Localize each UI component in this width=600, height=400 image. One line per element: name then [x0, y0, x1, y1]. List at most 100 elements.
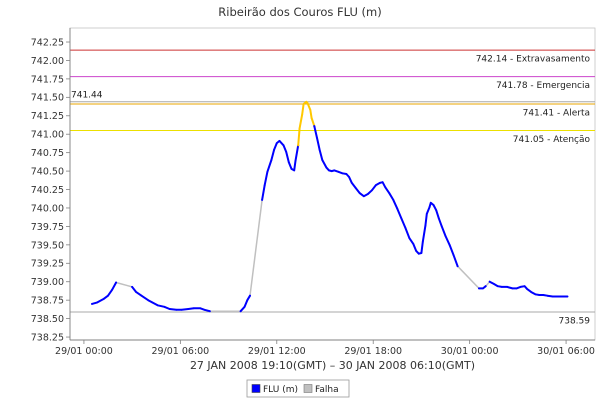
flu-data-point	[542, 294, 545, 296]
flu-data-point	[482, 287, 484, 290]
flu-data-point	[350, 182, 353, 184]
flu-data-point	[333, 169, 336, 172]
reference-lines	[70, 49, 595, 313]
flu-data-point	[478, 287, 480, 290]
flu-data-point	[325, 166, 328, 169]
flu-data-point	[358, 192, 361, 195]
flu-data-point	[435, 209, 438, 212]
flu-data-point	[566, 295, 569, 298]
x-axis-ticks: 29/01 00:00 29/01 06:00 29/01 12:00 29/01 1…	[55, 340, 595, 357]
flu-data-point	[519, 286, 522, 288]
flu-data-point	[321, 159, 324, 161]
flu-data-point	[285, 151, 288, 153]
flu-data-point	[429, 201, 432, 204]
flu-data-point	[440, 224, 443, 227]
flu-data-point	[313, 125, 316, 127]
reference-line-label: 738.59	[559, 316, 591, 326]
y-tick-label: 741.25	[31, 111, 64, 122]
legend: FLU (m) Falha	[246, 379, 350, 398]
flu-data-point	[381, 181, 384, 184]
flu-data-point	[243, 305, 246, 308]
flu-data-point	[140, 294, 143, 297]
flu-data-point	[526, 288, 529, 290]
flu-data-point	[371, 189, 373, 192]
y-tick-label: 739.50	[31, 240, 64, 251]
flu-data-point	[107, 294, 109, 297]
x-tick-label: 30/01 00:00	[441, 346, 499, 357]
flu-data-point	[424, 224, 427, 227]
y-tick-label: 740.50	[31, 166, 64, 177]
flu-data-point	[293, 169, 296, 172]
flu-data-point	[266, 170, 269, 173]
y-tick-label: 739.00	[31, 277, 64, 288]
flu-data-point	[318, 148, 321, 151]
y-tick-label: 740.00	[31, 203, 64, 214]
flu-data-point	[515, 287, 518, 290]
y-tick-label: 738.50	[31, 314, 64, 325]
flu-data-point	[345, 173, 348, 175]
flu-data-point	[492, 283, 495, 285]
reference-line-labels: 742.14 - Extravasamento 741.78 - Emergenc…	[71, 55, 590, 327]
flu-data-point	[301, 113, 304, 116]
y-tick-label: 738.25	[31, 332, 64, 343]
flu-data-point	[452, 254, 455, 257]
flu-data-point	[187, 308, 190, 310]
flu-data-point	[511, 287, 514, 290]
flu-data-point	[115, 281, 117, 284]
flu-data-point	[246, 299, 249, 302]
flu-data-point	[557, 295, 559, 298]
flu-data-point	[530, 291, 533, 293]
x-tick-label: 29/01 18:00	[344, 346, 402, 357]
flu-data-point	[362, 195, 365, 198]
flu-data-point	[275, 142, 278, 145]
flu-data-point	[432, 204, 435, 206]
y-tick-label: 739.25	[31, 259, 64, 270]
flu-data-point	[415, 249, 417, 252]
y-tick-label: 741.75	[31, 74, 64, 85]
flu-data-point	[348, 176, 350, 178]
x-tick-label: 29/01 06:00	[151, 346, 209, 357]
flu-data-point	[96, 301, 99, 304]
flu-data-point	[316, 137, 318, 139]
chart-title: Ribeirão dos Couros FLU (m)	[218, 5, 381, 19]
flu-data-point	[562, 295, 565, 298]
y-tick-label: 738.75	[31, 296, 64, 307]
flu-data-point	[305, 100, 308, 103]
flu-data-point	[367, 193, 369, 195]
flu-data-point	[538, 294, 541, 296]
flu-data-point	[294, 159, 297, 162]
flu-data-point	[488, 280, 491, 283]
flu-data-point	[444, 235, 447, 237]
flu-data-point	[298, 127, 301, 130]
flu-data-point	[421, 241, 424, 243]
y-tick-label: 740.25	[31, 185, 64, 196]
flu-data-point	[437, 217, 440, 220]
flu-data-point	[400, 217, 403, 220]
plot-area	[69, 27, 596, 341]
flu-data-point	[163, 305, 166, 308]
flu-data-point	[273, 148, 275, 151]
legend-box	[246, 379, 350, 398]
flu-data-point	[330, 170, 333, 173]
flu-data-point	[408, 237, 411, 240]
flu-data-point	[309, 109, 312, 111]
flu-data-point	[425, 213, 428, 215]
flu-data-point	[388, 192, 391, 195]
flu-data-point	[379, 182, 381, 184]
reference-line-label: 741.78 - Emergencia	[496, 81, 590, 91]
falha-line-segment	[115, 281, 133, 288]
flu-data-point	[261, 199, 263, 201]
flu-data-point	[147, 299, 150, 302]
legend-swatch-falha	[303, 384, 313, 393]
flu-data-point	[203, 308, 206, 311]
flu-data-point	[302, 103, 305, 105]
y-tick-label: 740.75	[31, 148, 64, 159]
reference-line-label: 742.14 - Extravasamento	[476, 55, 591, 65]
flu-data-point	[448, 244, 451, 246]
y-axis-ticks: 742.25 742.00 741.75 741.50 741.25 741.00 740.…	[31, 37, 70, 343]
y-tick-label: 739.75	[31, 222, 64, 233]
flu-data-point	[91, 303, 93, 305]
flu-data-point	[396, 207, 399, 210]
flu-data-point	[404, 227, 407, 229]
